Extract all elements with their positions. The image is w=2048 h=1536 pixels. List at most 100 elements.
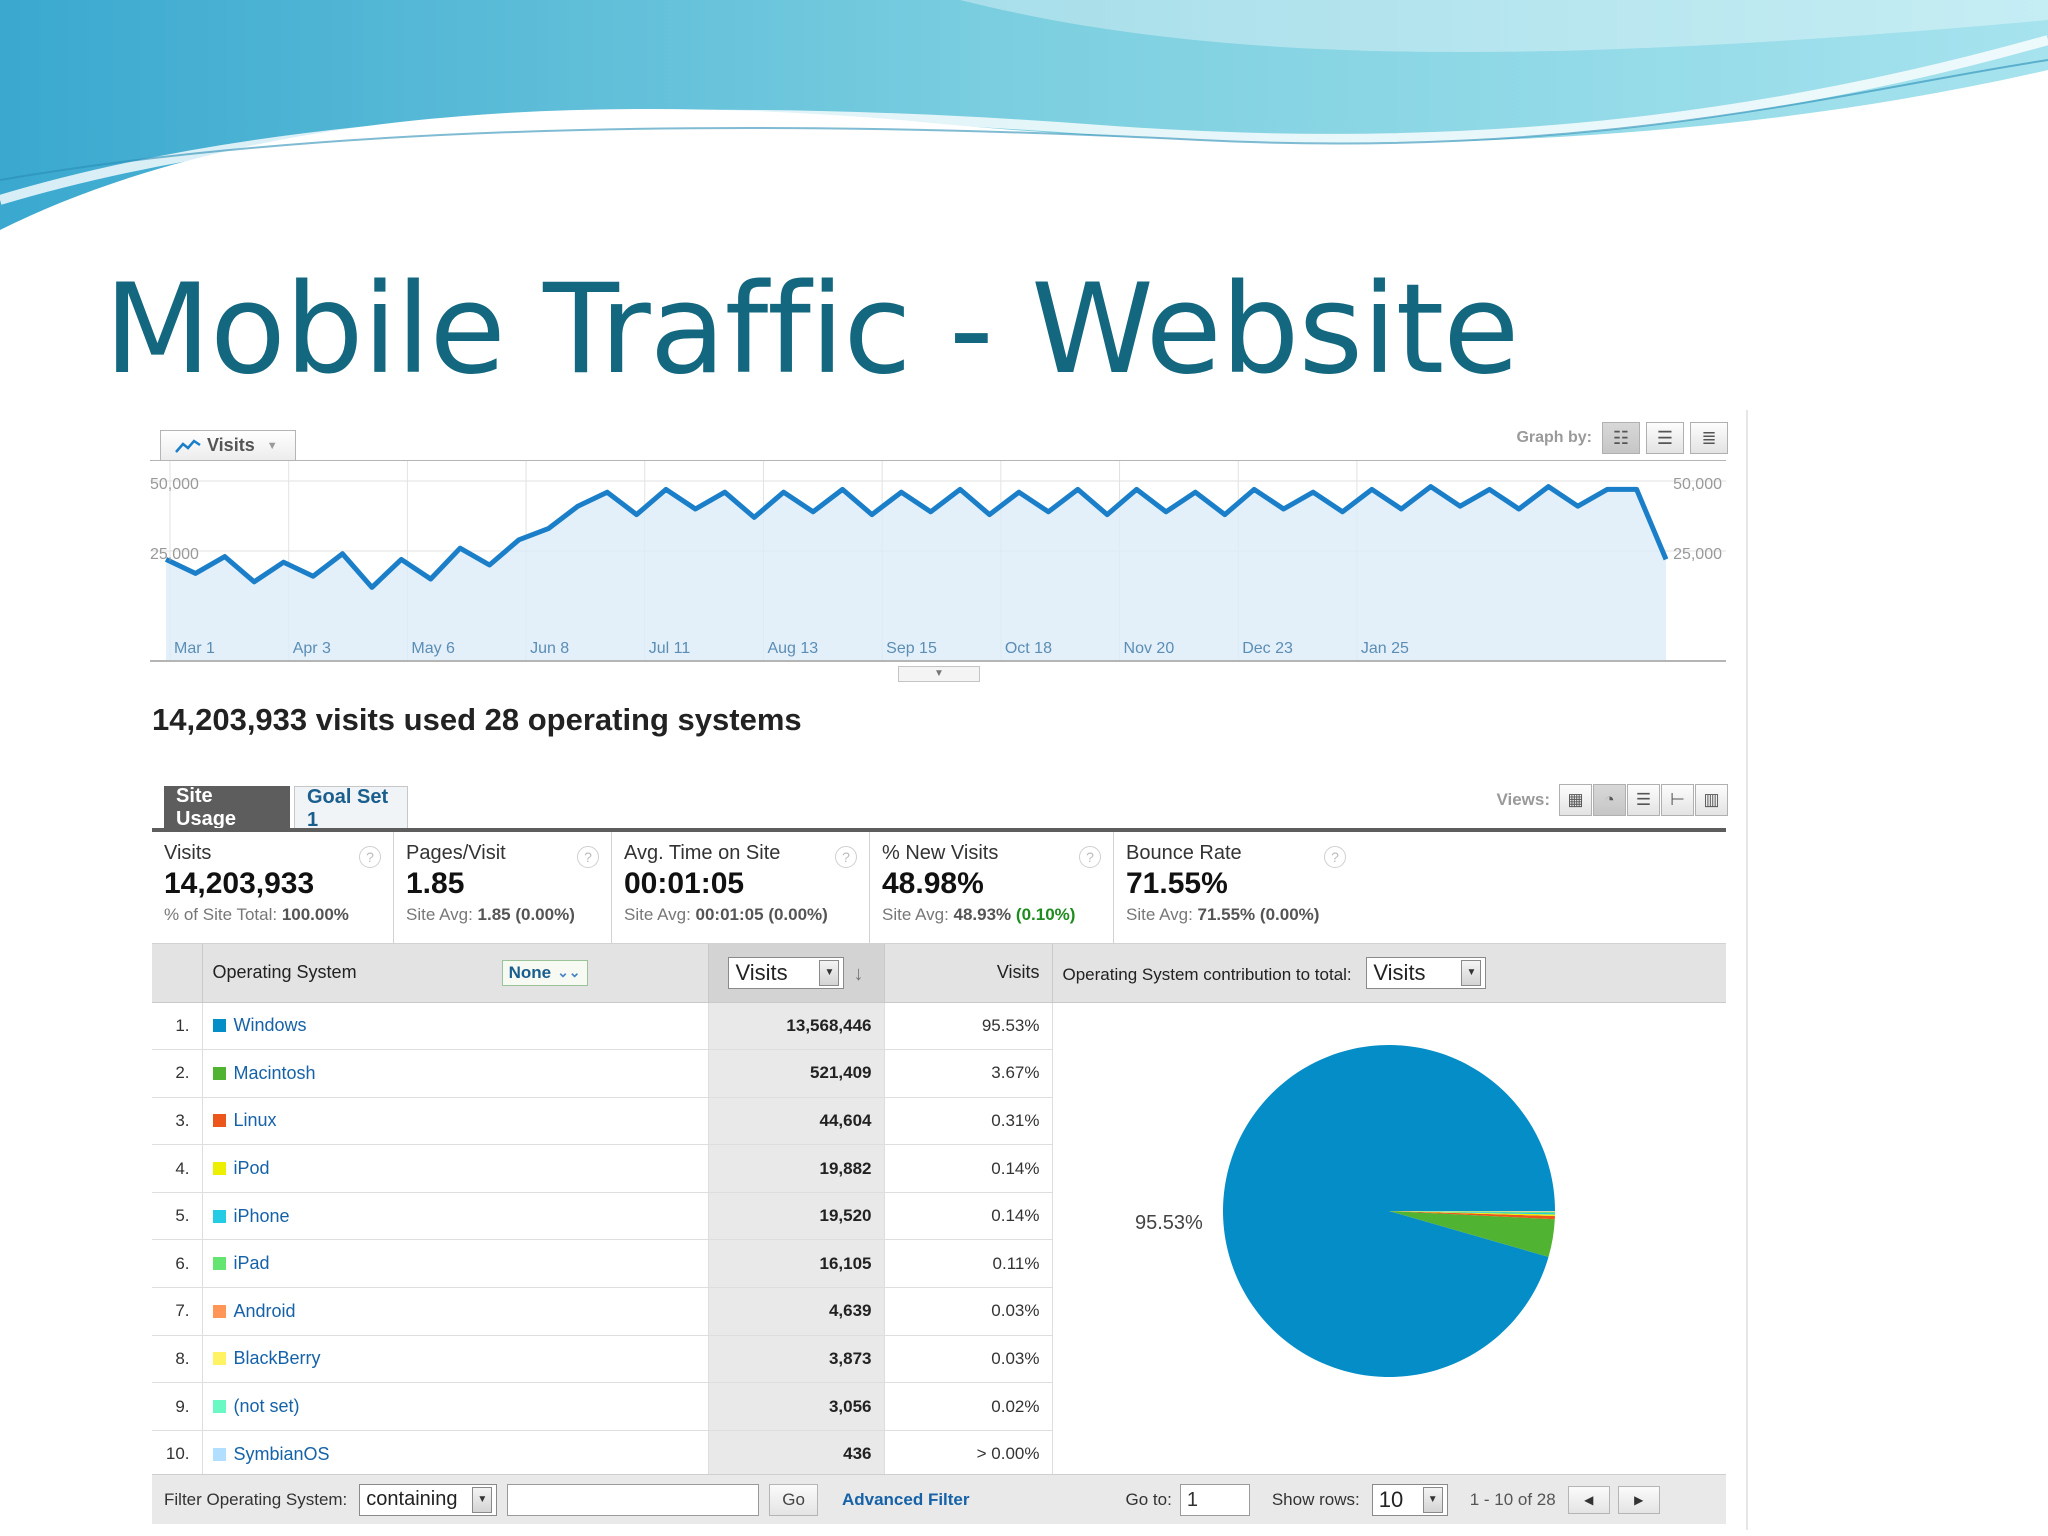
chart-collapse-toggle[interactable]: ▼	[898, 666, 980, 682]
table-footer: Filter Operating System: containing ▼ Go…	[152, 1474, 1726, 1524]
help-icon[interactable]: ?	[835, 846, 857, 868]
os-link[interactable]: SymbianOS	[233, 1443, 330, 1464]
visits-value: 436	[708, 1430, 885, 1479]
table-row: 6. iPad 16,105 0.11%	[152, 1239, 1726, 1289]
go-button[interactable]: Go	[769, 1483, 818, 1516]
os-cell: BlackBerry	[202, 1335, 709, 1384]
help-icon[interactable]: ?	[359, 846, 381, 868]
os-link[interactable]: Linux	[233, 1110, 277, 1131]
scorecard-sub-value: 71.55%	[1197, 905, 1256, 924]
os-link[interactable]: Macintosh	[233, 1062, 316, 1083]
color-swatch	[212, 1447, 226, 1461]
contribution-select-value: Visits	[1373, 959, 1426, 985]
goto-input[interactable]: 1	[1179, 1483, 1250, 1516]
table-row: 7. Android 4,639 0.03%	[152, 1287, 1726, 1336]
performance-view-button[interactable]: ☰	[1627, 784, 1660, 816]
scorecard-sub-prefix: Site Avg:	[624, 905, 696, 924]
advanced-filter-link[interactable]: Advanced Filter	[841, 1489, 970, 1509]
scorecard-label: % New Visits	[882, 842, 999, 864]
goto-label: Go to:	[1125, 1489, 1172, 1509]
table-row: 4. iPod 19,882 0.14%	[152, 1144, 1726, 1193]
graph-by-week-button[interactable]: ☰	[1646, 422, 1684, 454]
x-tick-label: Aug 13	[767, 640, 818, 657]
graph-by-day-button[interactable]: ☷	[1602, 422, 1640, 454]
tab-site-usage[interactable]: Site Usage	[164, 785, 290, 830]
header-os: Operating System None ⌄⌄	[202, 944, 709, 1003]
chevron-down-icon: ▼	[266, 439, 278, 452]
secondary-dimension-select[interactable]: None ⌄⌄	[501, 959, 588, 986]
slide-title: Mobile Traffic - Website	[104, 258, 1519, 402]
os-link[interactable]: (not set)	[233, 1396, 300, 1417]
header-index	[152, 944, 203, 1003]
filter-mode-select[interactable]: containing ▼	[359, 1483, 498, 1516]
scorecard-sub-change: (0.00%)	[768, 905, 828, 924]
os-cell: iPhone	[202, 1192, 709, 1241]
line-chart-icon	[175, 438, 201, 453]
visits-line	[164, 484, 1669, 590]
color-swatch	[212, 1400, 226, 1414]
grid-icon: ▦	[1567, 790, 1584, 809]
table-row: 3. Linux 44,604 0.31%	[152, 1097, 1726, 1146]
tab-goal-set-1[interactable]: Goal Set 1	[294, 786, 408, 831]
table-row: 2. Macintosh 521,409 3.67%	[152, 1049, 1726, 1098]
os-link[interactable]: iPod	[233, 1158, 270, 1179]
row-index: 6.	[152, 1239, 203, 1289]
week-view-icon: ☰	[1656, 427, 1674, 448]
pie-slice	[1388, 1210, 1555, 1219]
pivot-view-button[interactable]: ▥	[1695, 784, 1728, 816]
row-index: 10.	[152, 1430, 203, 1479]
pie-slice	[1388, 1210, 1555, 1216]
graph-by-controls: Graph by: ☷ ☰ ≣	[1516, 422, 1728, 454]
pie-view-button[interactable]: ◔	[1593, 784, 1626, 816]
help-icon[interactable]: ?	[1079, 846, 1101, 868]
x-tick-label: Sep 15	[886, 640, 937, 657]
scorecard-value: 14,203,933	[164, 867, 315, 900]
x-tick-label: Dec 23	[1242, 640, 1293, 657]
os-link[interactable]: Windows	[233, 1015, 307, 1036]
show-rows-select[interactable]: 10 ▼	[1371, 1483, 1448, 1516]
double-chevron-down-icon: ⌄⌄	[557, 964, 581, 981]
os-cell: (not set)	[202, 1382, 709, 1431]
pivot-icon: ▥	[1703, 790, 1720, 809]
view-switcher: Views: ▦ ◔ ☰ ⊢ ▥	[1496, 784, 1728, 816]
os-link[interactable]: iPhone	[233, 1205, 290, 1226]
row-index: 2.	[152, 1049, 203, 1098]
chevron-right-icon: ▶	[1634, 1492, 1644, 1507]
next-page-button[interactable]: ▶	[1617, 1485, 1660, 1514]
help-icon[interactable]: ?	[1324, 846, 1346, 868]
color-swatch	[212, 1209, 226, 1223]
os-link[interactable]: Android	[233, 1300, 296, 1321]
dropdown-arrow-icon: ▼	[1461, 959, 1482, 986]
comparison-view-button[interactable]: ⊢	[1661, 784, 1694, 816]
table-row: 1. Windows 13,568,446 95.53% 95.53%	[152, 1002, 1726, 1377]
visits-area	[166, 486, 1666, 661]
visits-percent: 0.03%	[884, 1287, 1053, 1336]
table-view-button[interactable]: ▦	[1559, 784, 1592, 816]
graph-by-month-button[interactable]: ≣	[1690, 422, 1728, 454]
bar-chart-icon: ☰	[1635, 790, 1652, 809]
header-visits[interactable]: Visits	[884, 944, 1053, 1003]
contribution-select[interactable]: Visits ▼	[1366, 956, 1487, 989]
os-cell: SymbianOS	[202, 1430, 709, 1479]
table-header-row: Operating System None ⌄⌄ Visits ▼ ↓ Visi…	[152, 944, 1726, 1003]
metric-selector[interactable]: Visits ▼	[160, 430, 296, 460]
row-index: 9.	[152, 1382, 203, 1431]
sort-descending-icon[interactable]: ↓	[853, 962, 864, 985]
os-cell: iPad	[202, 1239, 709, 1289]
previous-page-button[interactable]: ◀	[1567, 1485, 1610, 1514]
header-metric-select-cell: Visits ▼ ↓	[708, 944, 885, 1003]
os-cell: Android	[202, 1287, 709, 1336]
os-link[interactable]: BlackBerry	[233, 1348, 321, 1369]
filter-input[interactable]	[507, 1483, 760, 1516]
os-link[interactable]: iPad	[233, 1253, 270, 1274]
scorecards: Visits 14,203,933 % of Site Total: 100.00%…	[152, 832, 1726, 944]
visits-percent: 0.14%	[884, 1144, 1053, 1193]
help-icon[interactable]: ?	[577, 846, 599, 868]
y-tick-label-right: 50,000	[1673, 476, 1722, 493]
color-swatch	[212, 1019, 226, 1033]
visits-percent: > 0.00%	[884, 1430, 1053, 1479]
scorecard-label: Avg. Time on Site	[624, 842, 781, 864]
scorecard: Visits 14,203,933 % of Site Total: 100.00%…	[152, 832, 394, 943]
graph-by-label: Graph by:	[1516, 429, 1592, 446]
metric-select[interactable]: Visits ▼	[728, 956, 845, 989]
